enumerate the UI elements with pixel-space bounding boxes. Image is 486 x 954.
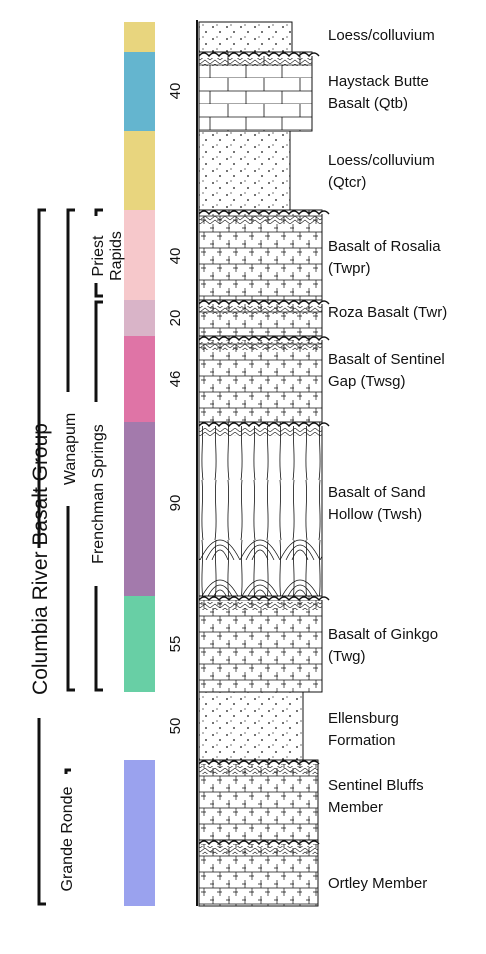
- thickness-sentinel_gap: 46: [167, 371, 184, 388]
- contact-wave-sentinel_gap: [198, 336, 330, 342]
- contact-wave-roza: [198, 300, 330, 306]
- thickness-rosalia: 40: [167, 248, 184, 265]
- unit-label-sentinel_gap-line2: Gap (Twsg): [328, 373, 406, 390]
- unit-label-haystack: Haystack Butte: [328, 73, 429, 90]
- unit-label-sand_hollow-line2: Hollow (Twsh): [328, 506, 422, 523]
- unit-label-rosalia-line2: (Twpr): [328, 260, 371, 277]
- columbia-label: Columbia River Basalt Group: [29, 423, 52, 695]
- priest-bracket-bottom: [94, 283, 103, 298]
- unit-label-roza: Roza Basalt (Twr): [328, 304, 447, 321]
- vesicular-zone-roza: [199, 306, 322, 314]
- unit-label-ginkgo-line2: (Twg): [328, 648, 366, 665]
- thickness-labels: 40 40 20 46 90 55 50: [167, 83, 184, 735]
- column-unit-sentinel_gap: [198, 335, 323, 423]
- priest-label-line2: Rapids: [108, 231, 125, 281]
- fan-jointing-sand-hollow: [199, 520, 322, 596]
- thickness-sand_hollow: 90: [167, 495, 184, 512]
- unit-label-rosalia: Basalt of Rosalia: [328, 238, 441, 255]
- vesicular-zone-sand_hollow: [199, 428, 322, 436]
- color-band-loess_top: [124, 22, 155, 52]
- unit-label-ellensburg: Ellensburg: [328, 710, 399, 727]
- unit-label-qtcr: Loess/colluvium: [328, 152, 435, 169]
- vesicular-zone-rosalia: [199, 216, 322, 224]
- vesicular-zone-haystack: [199, 58, 312, 66]
- unit-label-sentinel_bluffs-line2: Member: [328, 799, 383, 816]
- grande-ronde-bracket-top: [64, 768, 71, 774]
- color-band-haystack: [124, 52, 155, 131]
- vesicular-zone-sentinel_bluffs: [199, 766, 318, 774]
- grande-ronde-label: Grande Ronde: [59, 786, 76, 891]
- frenchman-bracket-top: [94, 300, 103, 402]
- unit-label-sentinel_gap: Basalt of Sentinel: [328, 351, 445, 368]
- unit-label-ortley: Ortley Member: [328, 875, 427, 892]
- unit-label-sentinel_bluffs: Sentinel Bluffs: [328, 777, 424, 794]
- vesicular-zone-sentinel_gap: [199, 342, 322, 350]
- color-band-sentinel_bluffs: [124, 760, 155, 840]
- wanapum-label: Wanapum: [62, 413, 79, 485]
- column-unit-rosalia: [198, 209, 323, 301]
- contact-wave-ginkgo: [198, 596, 330, 602]
- columbia-bracket-bottom: [37, 718, 46, 906]
- color-band-sand_hollow: [124, 422, 155, 596]
- thickness-roza: 20: [167, 310, 184, 327]
- wanapum-bracket-top: [66, 208, 75, 392]
- unit-label-qtcr-line2: (Qtcr): [328, 174, 366, 191]
- priest-label-line1: Priest: [90, 235, 107, 276]
- color-band-ginkgo: [124, 596, 155, 692]
- column-unit-qtcr: [198, 130, 291, 211]
- color-band-qtcr: [124, 131, 155, 210]
- wanapum-bracket-bottom: [66, 506, 75, 692]
- contact-wave-sand_hollow: [198, 422, 330, 428]
- vesicular-zone-ortley: [199, 846, 318, 854]
- columbia-bracket-top: [37, 208, 46, 548]
- unit-label-haystack-line2: Basalt (Qtb): [328, 95, 408, 112]
- contact-wave-rosalia: [198, 210, 330, 216]
- group-brackets: Columbia River Basalt Group Grande Ronde…: [29, 208, 125, 906]
- column-unit-ellensburg: [198, 691, 304, 761]
- unit-labels: Loess/colluvium Haystack Butte Basalt (Qtb…: [328, 27, 447, 892]
- color-band-roza: [124, 300, 155, 336]
- thickness-ginkgo: 55: [167, 636, 184, 653]
- color-band-ortley: [124, 840, 155, 906]
- unit-label-ellensburg-line2: Formation: [328, 732, 396, 749]
- contact-wave-haystack: [198, 52, 320, 58]
- frenchman-bracket-bottom: [94, 586, 103, 692]
- priest-bracket-top: [94, 208, 103, 216]
- column-unit-roza: [198, 299, 323, 337]
- column-unit-loess_top: [198, 21, 293, 53]
- contact-wave-sentinel_bluffs: [198, 760, 320, 766]
- unit-label-ginkgo: Basalt of Ginkgo: [328, 626, 438, 643]
- frenchman-label: Frenchman Springs: [90, 424, 107, 564]
- unit-label-loess_top: Loess/colluvium: [328, 27, 435, 44]
- thickness-ellensburg: 50: [167, 718, 184, 735]
- unit-label-sand_hollow: Basalt of Sand: [328, 484, 426, 501]
- column-unit-ginkgo: [198, 595, 323, 693]
- color-strip: [124, 22, 155, 906]
- vesicular-zone-ginkgo: [199, 602, 322, 610]
- contact-wave-ortley: [198, 840, 320, 846]
- stratigraphic-column: [196, 20, 330, 907]
- color-band-rosalia: [124, 210, 155, 300]
- color-band-sentinel_gap: [124, 336, 155, 422]
- thickness-haystack: 40: [167, 83, 184, 100]
